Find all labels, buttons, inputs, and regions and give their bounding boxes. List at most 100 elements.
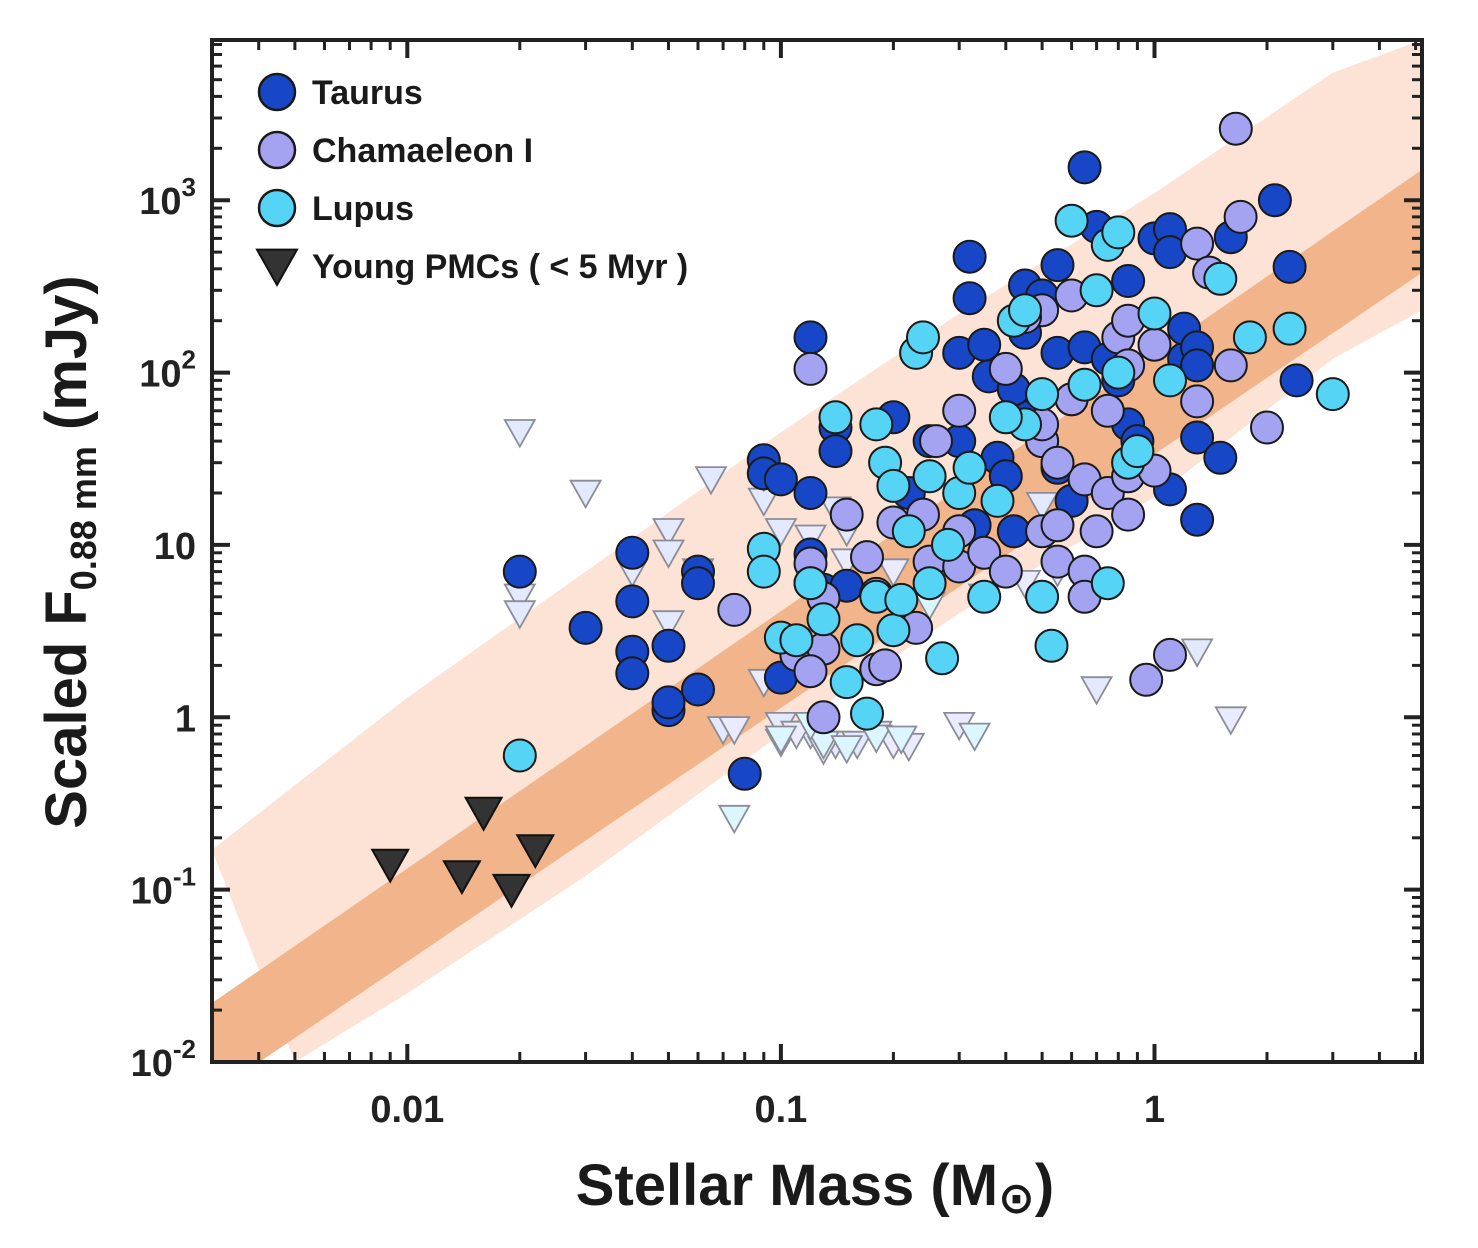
chamaeleon-point (850, 540, 884, 575)
plot-frame (210, 38, 1424, 1064)
chamaeleon-point (1250, 410, 1284, 445)
lupus-point (1101, 355, 1136, 390)
chamaeleon-legend-label: Chamaeleon I (312, 132, 533, 170)
taurus_limit-point (569, 479, 603, 510)
x-tick-label: 0.1 (754, 1089, 807, 1131)
lupus_limit-point (717, 804, 751, 835)
y-tick-label: 10-2 (131, 1034, 196, 1085)
y-tick-label: 10 (154, 526, 196, 568)
lupus-point (1054, 203, 1089, 238)
taurus-point (502, 554, 537, 589)
pmc-point (463, 796, 504, 832)
y-tick-exponent: 2 (182, 345, 196, 375)
taurus_limit-point (1025, 491, 1059, 522)
lupus-legend-marker (257, 188, 297, 228)
chamaeleon-point (717, 592, 752, 627)
lupus-point (967, 579, 1002, 614)
lupus-point (840, 623, 875, 658)
taurus-point (615, 584, 650, 619)
taurus-legend-marker (257, 72, 297, 112)
x-tick-label: 1 (1144, 1089, 1165, 1131)
pmc-legend-marker (255, 248, 299, 288)
pmc-point (370, 848, 410, 884)
chamaeleon-point (988, 554, 1023, 589)
chamaeleon-point (1090, 393, 1125, 428)
x-axis-title: Stellar Mass (M⊙) (576, 1153, 1054, 1224)
taurus-point (727, 756, 762, 791)
lupus-point (1153, 363, 1187, 398)
lupus-point (952, 450, 987, 485)
pmc-point (442, 860, 482, 896)
y-tick-base: 10 (131, 871, 173, 913)
lupus-point (806, 602, 841, 637)
taurus-point (952, 281, 987, 316)
lupus-point (1025, 579, 1060, 614)
chamaeleon-point (1153, 637, 1187, 672)
lupus-point (1137, 296, 1172, 331)
y-tick-exponent: -2 (173, 1034, 196, 1064)
lupus-point (850, 696, 884, 731)
taurus_limit-point (694, 466, 728, 496)
taurus-point (1257, 183, 1292, 218)
lupus-point (891, 514, 926, 549)
taurus-point (651, 685, 686, 720)
lupus-point (912, 459, 947, 494)
chamaeleon-point (793, 351, 828, 386)
chamaeleon-point (967, 535, 1002, 570)
pmc-legend-label: Young PMCs ( < 5 Myr ) (312, 248, 688, 286)
lupus-point (779, 623, 814, 658)
lupus-point (1120, 434, 1155, 469)
chamaeleon-point (1111, 497, 1146, 532)
lupus-point (1067, 367, 1102, 402)
taurus-point (818, 434, 853, 469)
lupus_limit-point (958, 722, 992, 752)
y-tick-label: 1 (175, 698, 196, 740)
chamaeleon-point (942, 393, 977, 428)
chamaeleon-legend-marker (257, 130, 297, 170)
taurus_limit-point (651, 539, 686, 569)
lupus-point (502, 738, 537, 773)
chamaeleon-point (1180, 384, 1215, 419)
chamaeleon-point (868, 648, 903, 683)
taurus-point (793, 476, 828, 510)
pmc-point (491, 873, 532, 909)
chamaeleon-point (1137, 327, 1172, 362)
taurus-legend-label: Taurus (312, 74, 423, 112)
taurus-point (1180, 348, 1215, 383)
y-tick-exponent: -1 (173, 862, 196, 892)
y-axis-title-sub: 0.88 mm (63, 446, 104, 590)
lupus-point (988, 400, 1023, 435)
taurus_limit-point (651, 610, 686, 640)
lupus-point (859, 407, 894, 442)
y-tick-label: 102 (139, 345, 196, 396)
lupus-point (818, 400, 853, 435)
y-tick-base: 10 (139, 181, 181, 223)
lupus-point (829, 665, 864, 700)
cham_limit-point (717, 716, 751, 746)
y-tick-base: 10 (139, 354, 181, 396)
taurus-point (615, 535, 650, 570)
taurus_limit-point (1080, 676, 1114, 706)
lupus-point (884, 582, 919, 617)
x-tick-label: 0.01 (370, 1089, 444, 1131)
chamaeleon-point (919, 424, 953, 459)
taurus-point (793, 320, 828, 355)
lupus-point (876, 468, 911, 503)
sun-symbol: ⊙ (998, 1173, 1035, 1224)
lupus-point (931, 527, 965, 562)
taurus-point (681, 566, 715, 601)
chamaeleon-point (793, 654, 828, 689)
lupus-point (876, 613, 911, 648)
y-tick-base: 1 (175, 698, 196, 740)
chamaeleon-point (806, 700, 841, 735)
lupus-point (1079, 273, 1114, 308)
lupus-legend-label: Lupus (312, 190, 414, 228)
taurus_limit-point (651, 518, 686, 548)
taurus-point (1203, 440, 1238, 475)
taurus-point (1067, 150, 1102, 185)
y-axis-title-main: Scaled F (34, 590, 99, 829)
y-tick-base: 10 (131, 1043, 173, 1085)
chamaeleon-point (829, 497, 864, 532)
taurus-point (1272, 249, 1307, 284)
